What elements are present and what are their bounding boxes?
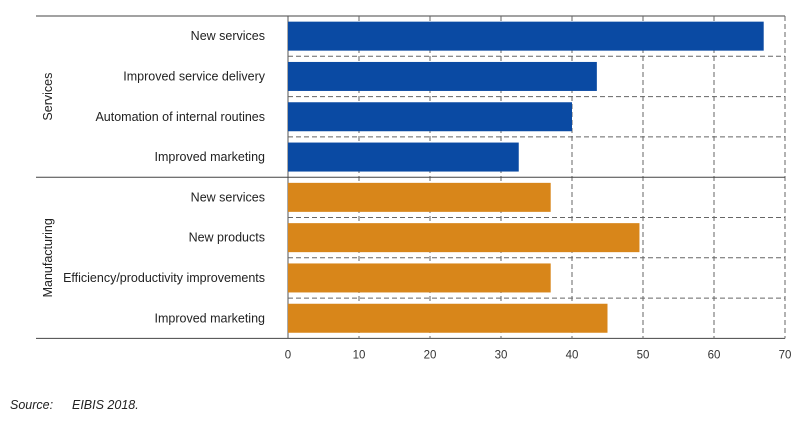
bar-chart: 0 10 20 30 40 50 60 70 New services Improved serv…	[36, 15, 792, 361]
x-tick-label: 50	[637, 349, 650, 361]
bar	[288, 303, 608, 333]
group-label: Services	[41, 73, 55, 121]
x-tick-label: 30	[495, 349, 508, 361]
source-text: EIBIS 2018.	[72, 398, 139, 412]
x-tick-label: 70	[779, 349, 792, 361]
source-note: Source: EIBIS 2018.	[10, 398, 139, 412]
category-label: Improved service delivery	[123, 69, 265, 83]
bar	[288, 142, 519, 172]
x-tick-label: 60	[708, 349, 721, 361]
bar	[288, 61, 597, 91]
category-label: New services	[191, 29, 265, 43]
bar	[288, 182, 551, 212]
category-label: New products	[189, 231, 265, 245]
category-label: New services	[191, 190, 265, 204]
category-label: Improved marketing	[155, 150, 266, 164]
bar	[288, 263, 551, 293]
x-tick-label: 0	[285, 349, 291, 361]
category-label: Automation of internal routines	[95, 110, 265, 124]
bar	[288, 223, 640, 253]
x-tick-label: 20	[424, 349, 437, 361]
bar	[288, 102, 572, 132]
category-label: Improved marketing	[155, 311, 266, 325]
source-label: Source:	[10, 398, 54, 412]
category-label: Efficiency/productivity improvements	[63, 271, 265, 285]
x-tick-label: 10	[353, 349, 366, 361]
bar	[288, 21, 764, 51]
x-tick-label: 40	[566, 349, 579, 361]
group-label: Manufacturing	[41, 218, 55, 297]
